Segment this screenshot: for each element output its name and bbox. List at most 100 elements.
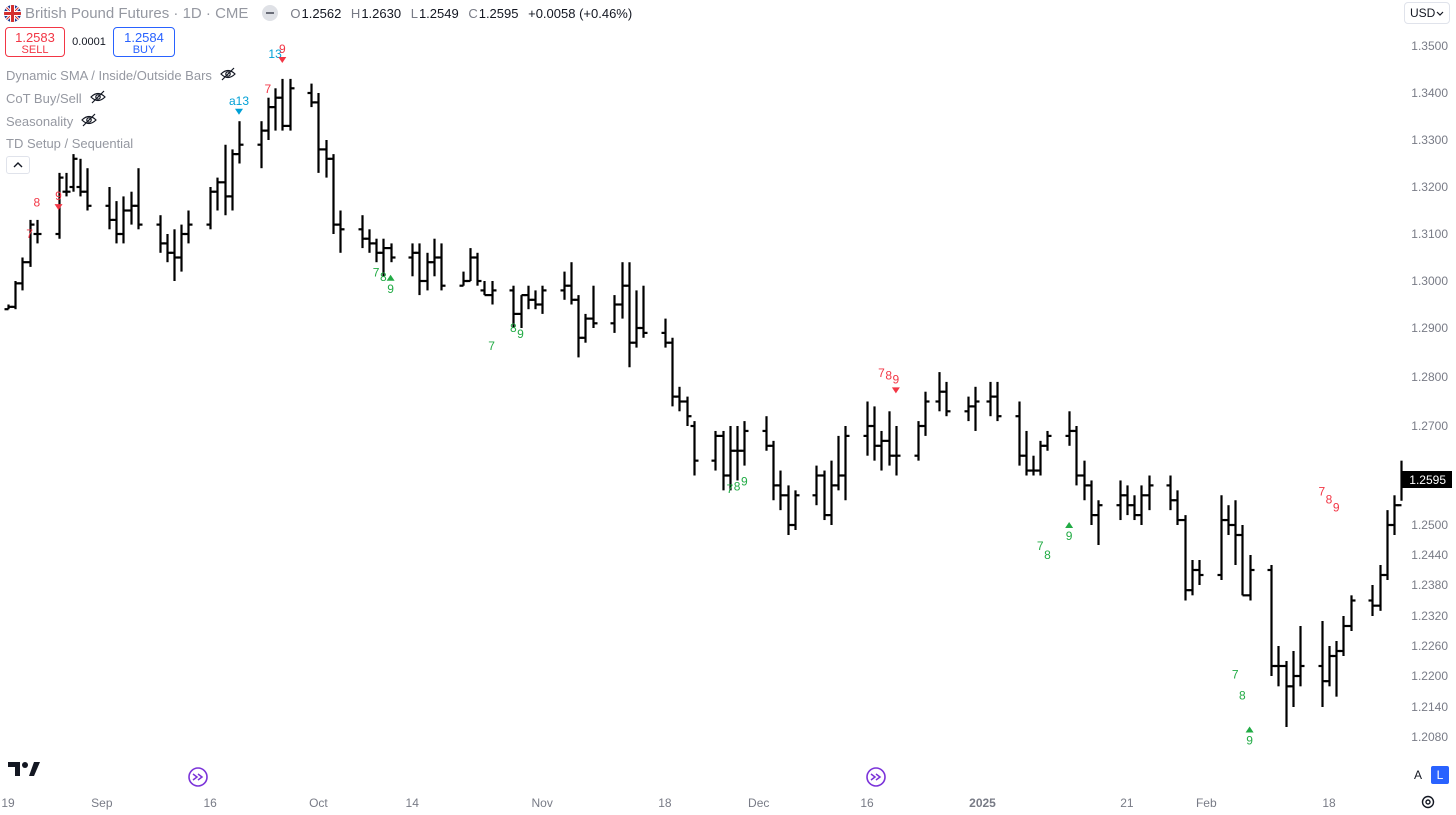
ohlc-bar bbox=[1094, 500, 1103, 545]
td-count-marker: 8 bbox=[1044, 548, 1051, 562]
ohlc-bar bbox=[567, 262, 576, 305]
ohlc-bar bbox=[1347, 595, 1356, 631]
indicator-seasonality[interactable]: Seasonality bbox=[6, 113, 98, 130]
ohlc-bar bbox=[690, 421, 699, 476]
ohlc-bar bbox=[1289, 651, 1298, 707]
ohlc-bar bbox=[430, 238, 439, 277]
sell-button[interactable]: 1.2583 SELL bbox=[5, 27, 65, 57]
ohlc-bar bbox=[459, 271, 468, 287]
price-tick-label: 1.3500 bbox=[1411, 39, 1448, 53]
tradingview-logo-icon[interactable] bbox=[8, 760, 40, 783]
price-tick-label: 1.3200 bbox=[1411, 180, 1448, 194]
time-tick-label: 21 bbox=[1120, 796, 1134, 810]
collapse-indicators-button[interactable] bbox=[6, 156, 30, 174]
ohlc-bar bbox=[1368, 585, 1377, 616]
ohlc-bar bbox=[112, 201, 121, 244]
price-axis[interactable]: 1.3500 1.3400 1.3300 1.3200 1.3100 1.3000 1.29… bbox=[1411, 39, 1448, 744]
indicator-dynamic-sma[interactable]: Dynamic SMA / Inside/Outside Bars bbox=[6, 67, 236, 84]
buy-button[interactable]: 1.2584 BUY bbox=[113, 27, 175, 57]
ohlc-bar bbox=[1087, 480, 1096, 525]
ohlc-bar bbox=[170, 229, 179, 281]
eye-crossed-icon[interactable] bbox=[220, 67, 236, 84]
ohlc-bar bbox=[1339, 616, 1348, 656]
ohlc-bar bbox=[1217, 495, 1226, 580]
td-count-marker: 9 bbox=[1333, 501, 1340, 515]
collapse-header-button[interactable] bbox=[262, 5, 279, 21]
time-tick-label: Sep bbox=[91, 796, 113, 810]
ohlc-bar bbox=[156, 215, 165, 253]
ohlc-bar bbox=[1123, 485, 1132, 516]
chevron-down-icon bbox=[1436, 11, 1444, 16]
svg-text:9: 9 bbox=[55, 189, 62, 203]
ohlc-bar bbox=[1188, 560, 1197, 596]
event-marker-icon[interactable] bbox=[866, 767, 886, 787]
td-count-marker: 8 bbox=[34, 196, 41, 210]
indicator-cot-buy-sell[interactable]: CoT Buy/Sell bbox=[6, 90, 106, 107]
price-tick-label: 1.3300 bbox=[1411, 133, 1448, 147]
svg-text:8: 8 bbox=[34, 196, 41, 210]
price-tick-label: 1.2260 bbox=[1411, 639, 1448, 653]
ohlc-bar bbox=[480, 281, 489, 297]
ohlc-bar bbox=[784, 485, 793, 535]
auto-scale-button[interactable]: A bbox=[1413, 768, 1422, 782]
svg-text:7: 7 bbox=[727, 482, 734, 496]
ohlc-bar bbox=[286, 78, 295, 131]
event-marker-icon[interactable] bbox=[188, 767, 208, 787]
ohlc-bar bbox=[134, 168, 143, 230]
ohlc-bar bbox=[18, 257, 27, 291]
svg-text:7: 7 bbox=[878, 366, 885, 380]
ohlc-bar bbox=[610, 295, 619, 333]
ohlc-values: O1.2562 H1.2630 L1.2549 C1.2595 +0.0058 … bbox=[290, 5, 633, 21]
eye-crossed-icon[interactable] bbox=[81, 113, 98, 130]
log-scale-button[interactable]: L bbox=[1431, 766, 1449, 784]
svg-text:a13: a13 bbox=[229, 94, 249, 108]
svg-text:7: 7 bbox=[373, 265, 380, 279]
ohlc-bar bbox=[776, 470, 785, 511]
ohlc-bar bbox=[769, 440, 778, 501]
close-value: 1.2595 bbox=[478, 5, 519, 21]
ohlc-bar bbox=[1080, 460, 1089, 501]
td-count-marker: 9 bbox=[54, 189, 63, 211]
td-count-marker: 8 bbox=[885, 368, 892, 382]
ohlc-bar bbox=[964, 396, 973, 422]
td-count-marker: 9 bbox=[517, 327, 524, 341]
ohlc-bar bbox=[1390, 495, 1399, 535]
time-tick-label: 16 bbox=[203, 796, 217, 810]
ohlc-bar bbox=[1318, 621, 1327, 707]
td-count-marker: 8 bbox=[734, 479, 741, 493]
time-axis[interactable]: 19 Sep 16 Oct 14 Nov 18 Dec 16 2025 21 Feb 18 bbox=[1, 796, 1336, 810]
symbol-title[interactable]: British Pound Futures · 1D · CME bbox=[25, 4, 249, 22]
ohlc-bar bbox=[4, 304, 13, 311]
ohlc-bar bbox=[408, 243, 417, 277]
ohlc-bar bbox=[213, 177, 222, 211]
currency-select[interactable]: USD bbox=[1404, 2, 1450, 24]
ohlc-bar bbox=[639, 285, 648, 338]
ohlc-bar bbox=[235, 121, 244, 164]
ohlc-bar bbox=[415, 243, 424, 296]
price-tick-label: 1.2900 bbox=[1411, 321, 1448, 335]
ohlc-bar bbox=[683, 396, 692, 426]
price-tick-label: 1.2380 bbox=[1411, 578, 1448, 592]
ohlc-bar bbox=[336, 210, 345, 253]
ohlc-bar bbox=[387, 243, 396, 263]
time-tick-label: Dec bbox=[748, 796, 769, 810]
td-count-marker: 8 bbox=[380, 270, 387, 284]
svg-text:7: 7 bbox=[1318, 484, 1325, 498]
eye-crossed-icon[interactable] bbox=[89, 90, 106, 107]
gear-icon[interactable] bbox=[1420, 794, 1436, 810]
ohlc-bar bbox=[33, 219, 42, 244]
ohlc-bar bbox=[870, 406, 879, 461]
price-tick-label: 1.2800 bbox=[1411, 370, 1448, 384]
ohlc-bar bbox=[1325, 646, 1334, 687]
ohlc-bar bbox=[740, 421, 749, 466]
ohlc-bar bbox=[307, 83, 316, 108]
ohlc-bar bbox=[206, 187, 215, 230]
indicator-td-setup-sequential[interactable]: TD Setup / Sequential bbox=[6, 136, 134, 151]
time-tick-label: Feb bbox=[1196, 796, 1217, 810]
ohlc-bar bbox=[1195, 560, 1204, 585]
spread-value: 0.0001 bbox=[72, 36, 106, 48]
td-count-marker: 7 bbox=[1318, 484, 1325, 498]
ohlc-bar bbox=[76, 158, 85, 197]
ohlc-bar bbox=[791, 490, 800, 530]
